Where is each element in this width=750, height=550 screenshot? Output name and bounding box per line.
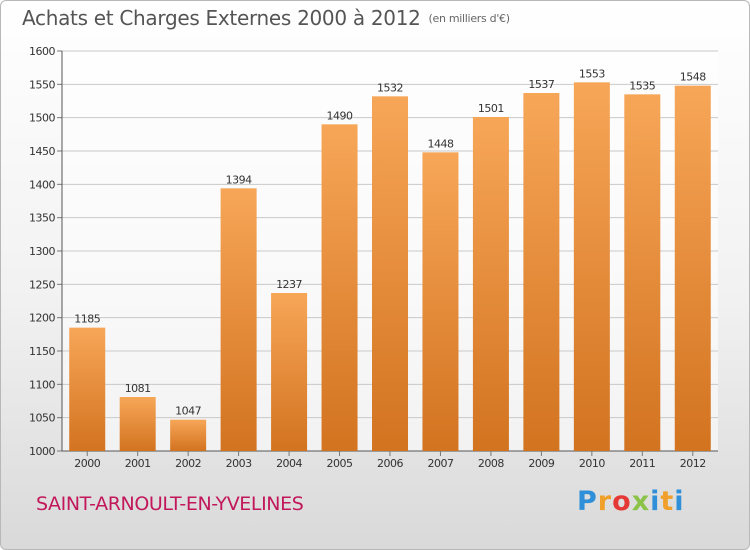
bar	[220, 188, 257, 452]
y-tick-label: 1250	[29, 278, 55, 291]
y-tick-label: 1000	[29, 445, 55, 458]
bar	[624, 94, 661, 451]
y-tick-label: 1150	[29, 345, 55, 358]
bar	[271, 293, 308, 451]
y-tick-label: 1050	[29, 412, 55, 425]
y-tick-label: 1400	[29, 178, 55, 191]
data-label: 1047	[175, 405, 201, 418]
bar	[119, 397, 156, 451]
y-tick-label: 1550	[29, 78, 55, 91]
x-tick-label: 2002	[175, 457, 201, 470]
chart-title-text: Achats et Charges Externes 2000 à 2012	[22, 6, 421, 30]
x-tick-label: 2009	[528, 457, 554, 470]
x-tick-label: 2011	[629, 457, 655, 470]
data-label: 1553	[579, 67, 605, 80]
bar	[674, 85, 711, 452]
data-label: 1394	[226, 173, 252, 186]
bar	[321, 124, 358, 451]
chart-subtitle: (en milliers d'€)	[428, 12, 510, 25]
bar	[523, 93, 560, 451]
data-label: 1532	[377, 81, 403, 94]
data-label: 1448	[427, 137, 453, 150]
proxiti-logo: Proxiti	[577, 486, 685, 517]
x-tick-label: 2003	[226, 457, 252, 470]
x-tick-label: 2010	[579, 457, 605, 470]
bar	[69, 327, 106, 451]
bar	[472, 117, 509, 451]
x-tick-label: 2000	[74, 457, 100, 470]
y-tick-label: 1350	[29, 212, 55, 225]
x-tick-label: 2004	[276, 457, 302, 470]
x-tick-label: 2005	[327, 457, 353, 470]
data-label: 1548	[680, 71, 706, 84]
data-label: 1535	[629, 79, 655, 92]
data-label: 1185	[74, 313, 100, 326]
data-label: 1501	[478, 102, 504, 115]
data-label: 1081	[125, 382, 151, 395]
bar	[573, 82, 610, 451]
y-tick-label: 1450	[29, 145, 55, 158]
location-name: SAINT-ARNOULT-EN-YVELINES	[36, 493, 304, 515]
bar	[170, 419, 207, 451]
x-tick-label: 2007	[427, 457, 453, 470]
bar	[372, 96, 408, 451]
x-tick-label: 2012	[680, 457, 706, 470]
y-tick-label: 1600	[29, 45, 55, 58]
y-tick-label: 1200	[29, 312, 55, 325]
y-tick-label: 1500	[29, 112, 55, 125]
data-label: 1537	[528, 78, 554, 91]
y-tick-label: 1300	[29, 245, 55, 258]
chart-title: Achats et Charges Externes 2000 à 2012 (e…	[22, 6, 510, 30]
data-label: 1490	[327, 109, 353, 122]
y-tick-label: 1100	[29, 378, 55, 391]
x-tick-label: 2006	[377, 457, 403, 470]
x-tick-label: 2008	[478, 457, 504, 470]
data-label: 1237	[276, 278, 302, 291]
bar	[422, 152, 459, 452]
x-tick-label: 2001	[125, 457, 151, 470]
